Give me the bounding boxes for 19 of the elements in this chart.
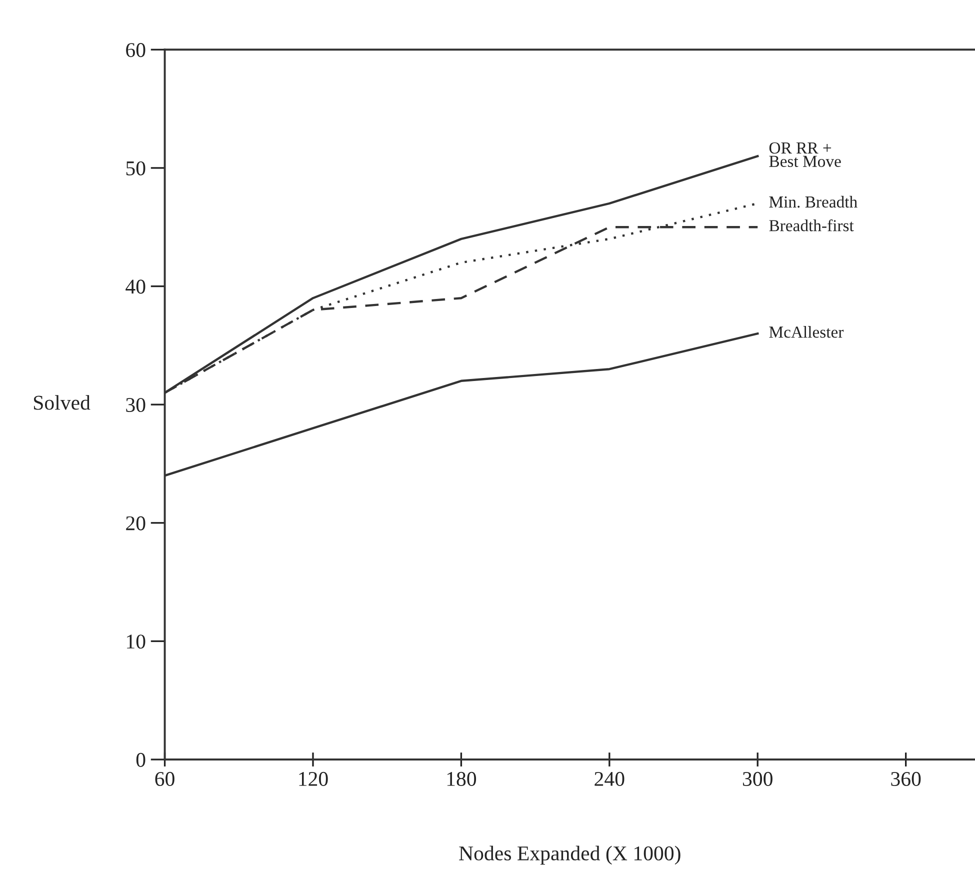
x-tick-label: 60 (155, 772, 174, 786)
series-label: McAllester (769, 326, 844, 338)
y-tick-label: 60 (126, 43, 146, 58)
y-tick-label: 0 (136, 752, 146, 767)
x-tick-label: 180 (447, 772, 476, 786)
x-tick-label: 120 (299, 772, 328, 786)
x-tick-label: 360 (891, 772, 921, 786)
series-label: Min. Breadth (769, 196, 858, 208)
y-tick-label: 30 (126, 398, 146, 412)
y-tick-label: 40 (126, 280, 146, 294)
series-label: OR RR + Best Move (769, 142, 841, 167)
series-label: Breadth-first (769, 219, 854, 232)
x-tick-label: 300 (742, 772, 772, 786)
x-axis-title: Nodes Expanded (X 1000) (459, 846, 680, 865)
y-tick-label: 10 (127, 634, 146, 649)
y-axis-title: Solved (34, 395, 90, 410)
x-tick-label: 240 (594, 772, 624, 786)
y-tick-label: 20 (126, 516, 146, 530)
y-tick-label: 50 (126, 161, 146, 176)
